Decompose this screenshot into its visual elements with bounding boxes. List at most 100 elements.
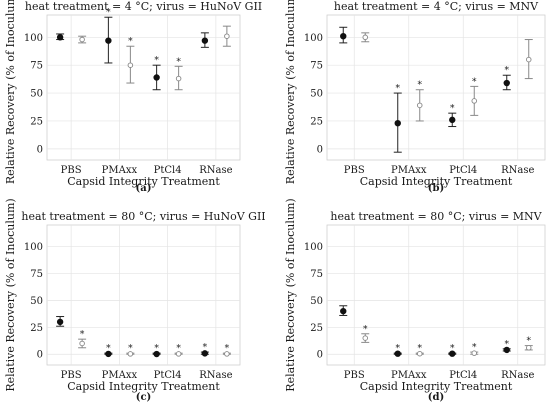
chart-title: heat treatment = 4 °C; virus = MNV (334, 0, 539, 13)
chart-panel-1: 0 25 50 75 100 PBS PMAxx PtCl4 RNase heat treatme… (4, 0, 262, 194)
x-axis-label: Capsid Integrity Treatment (67, 380, 220, 393)
data-point-open (175, 75, 182, 82)
significance-marker: * (176, 344, 181, 354)
data-point-open (127, 62, 134, 68)
x-tick-label: RNase (501, 165, 534, 176)
data-point-filled (340, 307, 347, 315)
x-tick-label: PtCl4 (449, 165, 477, 176)
y-axis-label: Relative Recovery (% of Inoculum) (284, 198, 297, 391)
y-tick-label: 50 (30, 296, 43, 307)
data-point-filled (340, 32, 347, 40)
y-tick-label: 50 (310, 89, 323, 100)
y-tick-label: 75 (30, 269, 43, 280)
significance-marker: * (450, 104, 455, 114)
y-tick-label: 75 (310, 269, 323, 280)
significance-marker: * (363, 325, 368, 335)
x-tick-label: RNase (501, 370, 534, 381)
data-point-open (362, 335, 369, 341)
significance-marker: * (505, 340, 510, 350)
data-point-filled (153, 350, 160, 358)
y-tick-label: 0 (37, 350, 43, 361)
panel-caption: (a) (136, 183, 152, 194)
significance-marker: * (396, 84, 401, 94)
data-point-filled (56, 34, 64, 41)
y-tick-label: 100 (304, 242, 323, 253)
chart-title: heat treatment = 80 °C; virus = HuNoV GI… (21, 210, 265, 223)
panel-caption: (b) (428, 183, 444, 194)
panel-caption: (c) (136, 392, 152, 403)
data-point-open (362, 34, 369, 41)
data-point-open (417, 350, 423, 357)
x-tick-label: PBS (344, 370, 365, 381)
y-tick-label: 25 (30, 323, 43, 334)
y-axis-label: Relative Recovery (% of Inoculum) (4, 0, 17, 184)
y-axis-label: Relative Recovery (% of Inoculum) (4, 198, 17, 391)
data-point-open (224, 351, 230, 357)
data-point-open (417, 102, 423, 109)
y-tick-label: 75 (310, 61, 323, 72)
x-tick-label: PBS (61, 370, 82, 381)
significance-marker: * (106, 8, 111, 18)
data-point-filled (105, 350, 112, 358)
significance-marker: * (154, 344, 159, 354)
data-point-filled (153, 74, 160, 81)
chart-title: heat treatment = 4 °C; virus = HuNoV GII (25, 0, 262, 13)
data-point-filled (503, 346, 510, 354)
x-axis-label: Capsid Integrity Treatment (67, 175, 220, 188)
y-axis-label: Relative Recovery (% of Inoculum) (284, 0, 297, 184)
significance-marker: * (505, 66, 510, 76)
data-point-open (471, 98, 478, 104)
y-tick-label: 25 (310, 116, 323, 127)
x-axis-label: Capsid Integrity Treatment (360, 380, 513, 393)
significance-marker: * (80, 330, 85, 340)
x-tick-label: PtCl4 (154, 165, 182, 176)
significance-marker: * (418, 81, 423, 91)
data-point-open (79, 36, 85, 43)
significance-marker: * (128, 344, 133, 354)
chart-title: heat treatment = 80 °C; virus = MNV (330, 210, 542, 223)
y-tick-label: 50 (30, 89, 43, 100)
data-point-filled (394, 119, 401, 127)
data-point-open (224, 33, 230, 39)
significance-marker: * (203, 343, 208, 353)
significance-marker: * (527, 337, 532, 347)
x-tick-label: PMAxx (391, 165, 427, 176)
x-tick-label: PBS (61, 165, 82, 176)
significance-marker: * (472, 77, 477, 87)
data-point-filled (56, 318, 64, 326)
significance-marker: * (225, 344, 230, 354)
data-point-filled (201, 350, 209, 357)
data-point-filled (449, 116, 456, 124)
y-tick-label: 75 (30, 61, 43, 72)
x-tick-label: PMAxx (102, 370, 138, 381)
x-axis-label: Capsid Integrity Treatment (360, 175, 513, 188)
x-tick-label: PBS (344, 165, 365, 176)
x-tick-label: PMAxx (102, 165, 138, 176)
data-point-filled (394, 350, 401, 357)
significance-marker: * (154, 56, 159, 66)
significance-marker: * (176, 57, 181, 67)
significance-marker: * (128, 37, 133, 47)
y-tick-label: 50 (310, 296, 323, 307)
significance-marker: * (472, 343, 477, 353)
data-point-open (127, 351, 134, 357)
y-tick-label: 0 (37, 144, 43, 155)
chart-panel-4: 0 25 50 75 100 PBS PMAxx PtCl4 RNase heat treatme… (284, 198, 546, 403)
data-point-open (471, 350, 478, 356)
chart-panel-2: 0 25 50 75 100 PBS PMAxx PtCl4 RNase heat treatme… (284, 0, 546, 194)
plot-frame (46, 224, 241, 366)
plot-frame (326, 224, 546, 366)
data-point-open (79, 340, 85, 347)
y-tick-label: 100 (24, 242, 43, 253)
data-point-open (526, 56, 532, 63)
x-tick-label: RNase (199, 370, 232, 381)
data-point-filled (105, 37, 112, 44)
x-tick-label: PtCl4 (154, 370, 182, 381)
significance-marker: * (418, 344, 423, 354)
y-tick-label: 0 (317, 350, 323, 361)
panel-caption: (d) (428, 392, 444, 403)
data-point-filled (503, 79, 510, 87)
data-point-filled (201, 37, 209, 44)
y-tick-label: 100 (304, 33, 323, 44)
